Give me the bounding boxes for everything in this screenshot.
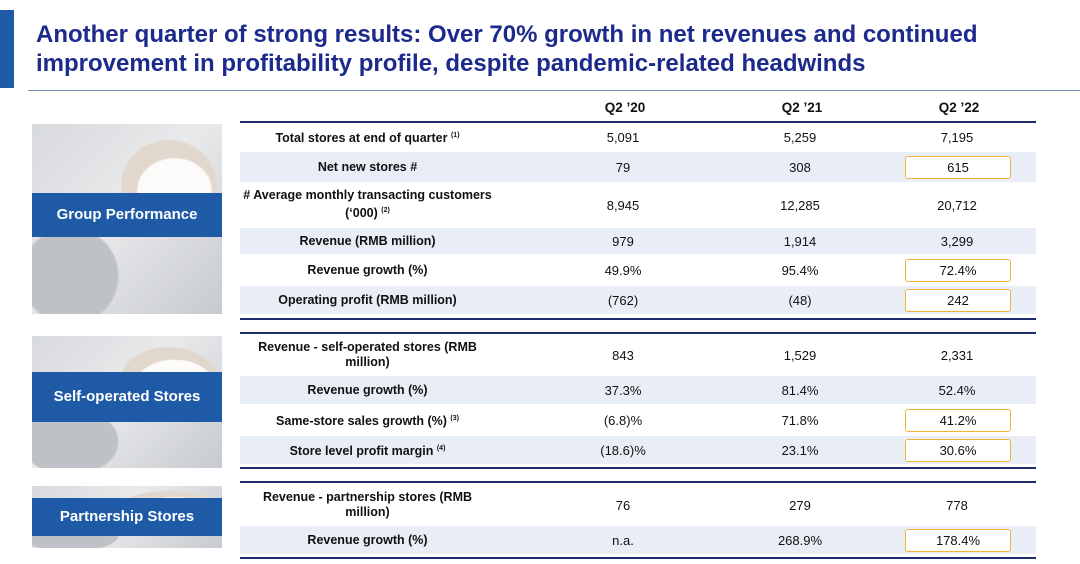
value-q2-20: (18.6)% <box>600 442 646 458</box>
section-divider <box>240 332 1036 334</box>
self-operated-label: Self-operated Stores <box>32 372 222 422</box>
value-q2-21: 81.4% <box>781 382 819 398</box>
table-row: Revenue - partnership stores (RMB millio… <box>240 486 1036 524</box>
header-divider <box>240 121 1036 123</box>
column-header-q2-20: Q2 ’20 <box>604 100 646 115</box>
value-q2-22-highlighted: 72.4% <box>905 258 1011 282</box>
metric-label: Net new stores # <box>317 159 418 174</box>
value-q2-22: 20,712 <box>937 197 977 213</box>
metric-label: Revenue - self-operated stores (RMB mill… <box>258 340 477 369</box>
value-q2-21: 1,529 <box>783 347 817 363</box>
metric-label: Total stores at end of quarter (1) <box>275 131 460 146</box>
table-row: Total stores at end of quarter (1) 5,091… <box>240 124 1036 150</box>
value-q2-20: (6.8)% <box>603 412 643 428</box>
section-divider <box>240 318 1036 320</box>
column-header-q2-22: Q2 ’22 <box>938 100 980 115</box>
value-q2-22: 778 <box>946 497 968 513</box>
table-row: Revenue (RMB million) 979 1,914 3,299 <box>240 228 1036 254</box>
table-row: Store level profit margin (4) (18.6)% 23… <box>240 436 1036 464</box>
value-q2-21: 268.9% <box>777 532 823 548</box>
section-divider <box>240 557 1036 559</box>
page-title: Another quarter of strong results: Over … <box>36 21 978 77</box>
value-q2-22-highlighted: 30.6% <box>905 438 1011 462</box>
table-row: # Average monthly transacting customers … <box>240 184 1036 226</box>
table-row: Revenue growth (%) 37.3% 81.4% 52.4% <box>240 376 1036 404</box>
value-q2-21: 308 <box>789 159 811 175</box>
table-row: Net new stores # 79 308 615 <box>240 152 1036 182</box>
value-q2-21: 71.8% <box>781 412 819 428</box>
table-row: Revenue - self-operated stores (RMB mill… <box>240 336 1036 374</box>
value-q2-22-highlighted: 178.4% <box>905 528 1011 552</box>
value-q2-21: 1,914 <box>783 233 817 249</box>
value-q2-21: 95.4% <box>781 262 819 278</box>
section-divider <box>240 481 1036 483</box>
value-q2-22-highlighted: 242 <box>905 288 1011 312</box>
title-accent-bar <box>0 10 14 88</box>
metric-label: Revenue growth (%) <box>307 532 428 547</box>
value-q2-21: 12,285 <box>780 197 820 213</box>
table-row: Revenue growth (%) 49.9% 95.4% 72.4% <box>240 256 1036 284</box>
metric-label: Revenue - partnership stores (RMB millio… <box>262 490 473 519</box>
value-q2-22: 2,331 <box>940 347 974 363</box>
value-q2-22: 52.4% <box>938 382 976 398</box>
column-header-q2-21: Q2 ’21 <box>781 100 823 115</box>
value-q2-21: 279 <box>789 497 811 513</box>
metric-label: Revenue (RMB million) <box>299 233 436 248</box>
value-q2-21: 23.1% <box>781 442 819 458</box>
metric-label: Operating profit (RMB million) <box>278 292 457 307</box>
value-q2-22-highlighted: 41.2% <box>905 408 1011 432</box>
metric-label: # Average monthly transacting customers … <box>243 188 492 221</box>
metric-label: Revenue growth (%) <box>307 262 428 277</box>
title-divider <box>28 90 1080 91</box>
value-q2-21: 5,259 <box>783 129 817 145</box>
value-q2-20: 5,091 <box>606 129 640 145</box>
metric-label: Store level profit margin (4) <box>289 444 446 459</box>
value-q2-20: n.a. <box>612 532 634 548</box>
value-q2-20: 8,945 <box>606 197 640 213</box>
metric-label: Same-store sales growth (%) (3) <box>276 414 459 429</box>
value-q2-20: 979 <box>612 233 634 249</box>
group-performance-label: Group Performance <box>32 193 222 237</box>
metric-label: Revenue growth (%) <box>307 382 428 397</box>
section-divider <box>240 467 1036 469</box>
value-q2-22: 3,299 <box>940 233 974 249</box>
value-q2-22: 7,195 <box>940 129 974 145</box>
table-row: Same-store sales growth (%) (3) (6.8)% 7… <box>240 406 1036 434</box>
value-q2-20: 76 <box>615 497 631 513</box>
partnership-label: Partnership Stores <box>32 498 222 536</box>
value-q2-20: 49.9% <box>604 262 642 278</box>
value-q2-22-highlighted: 615 <box>905 155 1011 179</box>
value-q2-21: (48) <box>788 292 812 308</box>
value-q2-20: 37.3% <box>604 382 642 398</box>
value-q2-20: 79 <box>615 159 631 175</box>
table-row: Revenue growth (%) n.a. 268.9% 178.4% <box>240 526 1036 554</box>
table-row: Operating profit (RMB million) (762) (48… <box>240 286 1036 314</box>
value-q2-20: (762) <box>607 292 639 308</box>
value-q2-20: 843 <box>612 347 634 363</box>
